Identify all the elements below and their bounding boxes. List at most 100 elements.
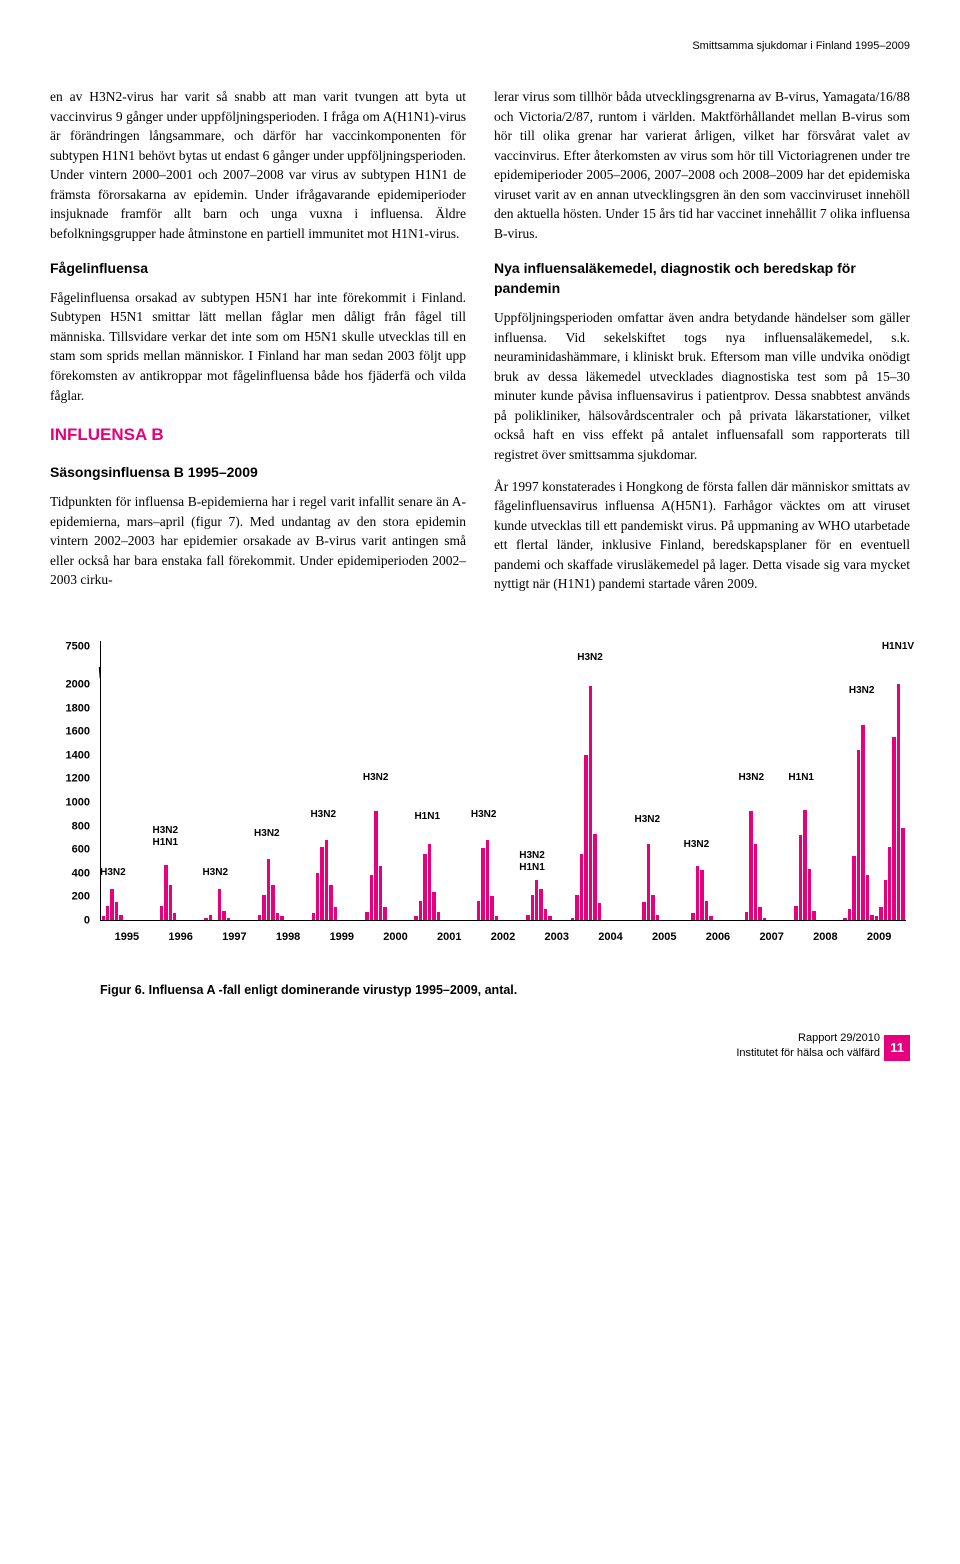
bar xyxy=(705,901,708,920)
footer-institute: Institutet för hälsa och välfärd xyxy=(50,1046,880,1061)
bar xyxy=(262,895,265,920)
bar xyxy=(365,912,368,920)
bar xyxy=(647,844,650,920)
y-tick: 600 xyxy=(72,845,90,856)
bar xyxy=(280,916,283,920)
bar xyxy=(763,918,766,920)
x-label: 1997 xyxy=(207,923,261,961)
bar xyxy=(544,909,547,920)
bar xyxy=(656,915,659,920)
bar xyxy=(571,918,574,920)
bar xyxy=(888,847,891,920)
bar xyxy=(370,875,373,920)
x-label: 1996 xyxy=(154,923,208,961)
bar xyxy=(848,909,851,920)
y-tick: 1600 xyxy=(66,727,90,738)
bar xyxy=(709,916,712,920)
plot-area xyxy=(100,641,906,921)
bar xyxy=(227,918,230,920)
bar xyxy=(316,873,319,920)
bar xyxy=(901,828,904,920)
bar xyxy=(490,896,493,920)
bar xyxy=(419,901,422,920)
x-label: 2001 xyxy=(422,923,476,961)
footer-report: Rapport 29/2010 xyxy=(50,1031,880,1046)
bar xyxy=(428,844,431,920)
bar xyxy=(875,916,878,920)
bar xyxy=(325,840,328,920)
running-head: Smittsamma sjukdomar i Finland 1995–2009 xyxy=(50,40,910,52)
bar xyxy=(102,916,105,920)
bar xyxy=(758,907,761,920)
heading-sasongsinfluensa: Säsongsinfluensa B 1995–2009 xyxy=(50,462,466,482)
bar xyxy=(799,835,802,920)
bar xyxy=(209,915,212,920)
chart-container: 7500020040060080010001200140016001800200… xyxy=(50,641,910,997)
y-tick: 0 xyxy=(84,915,90,926)
page-footer: Rapport 29/2010 Institutet för hälsa och… xyxy=(50,1031,910,1061)
bar xyxy=(754,844,757,920)
bar xyxy=(218,889,221,920)
bar xyxy=(495,916,498,920)
bar xyxy=(548,916,551,920)
right-column: lerar virus som tillhör båda utvecklings… xyxy=(494,87,910,606)
bar xyxy=(584,755,587,920)
bar xyxy=(271,885,274,920)
bar xyxy=(580,854,583,920)
bar xyxy=(374,811,377,920)
bar xyxy=(535,880,538,920)
y-tick: 1400 xyxy=(66,750,90,761)
x-label: 1995 xyxy=(100,923,154,961)
paragraph: en av H3N2-virus har varit så snabb att … xyxy=(50,87,466,244)
bar xyxy=(477,901,480,920)
bar xyxy=(164,865,167,920)
y-tick: 1000 xyxy=(66,797,90,808)
page-number: 11 xyxy=(884,1035,910,1061)
bar xyxy=(204,918,207,920)
heading-fagelinfluensa: Fågelinfluensa xyxy=(50,258,466,278)
x-label: 2003 xyxy=(530,923,584,961)
bar xyxy=(423,854,426,920)
bar xyxy=(852,856,855,920)
y-tick: 1800 xyxy=(66,703,90,714)
bar xyxy=(575,895,578,920)
bar xyxy=(539,889,542,920)
bar xyxy=(870,915,873,920)
y-tick: 1200 xyxy=(66,774,90,785)
y-tick: 7500 xyxy=(66,641,90,652)
x-label: 2006 xyxy=(691,923,745,961)
bar xyxy=(276,913,279,920)
bar xyxy=(106,906,109,920)
bar xyxy=(696,866,699,920)
bar xyxy=(258,915,261,920)
bar xyxy=(119,915,122,920)
bar xyxy=(486,840,489,920)
bar xyxy=(160,906,163,920)
paragraph: Fågelinfluensa orsakad av subtypen H5N1 … xyxy=(50,288,466,405)
bar xyxy=(593,834,596,920)
bar xyxy=(526,915,529,920)
bar xyxy=(598,903,601,920)
bar xyxy=(267,859,270,920)
influenza-bar-chart: 7500020040060080010001200140016001800200… xyxy=(50,641,910,961)
x-label: 1998 xyxy=(261,923,315,961)
y-tick: 2000 xyxy=(66,679,90,690)
paragraph: Tidpunkten för influensa B-epidemierna h… xyxy=(50,492,466,590)
bar xyxy=(897,684,900,920)
bar xyxy=(651,895,654,920)
bar xyxy=(808,869,811,920)
x-label: 2009 xyxy=(852,923,906,961)
x-label: 2005 xyxy=(637,923,691,961)
x-label: 2008 xyxy=(799,923,853,961)
bar xyxy=(115,902,118,920)
bar xyxy=(843,918,846,920)
figure-caption: Figur 6. Influensa A -fall enligt domine… xyxy=(100,983,910,997)
bar xyxy=(481,848,484,920)
x-label: 2007 xyxy=(745,923,799,961)
bar xyxy=(169,885,172,920)
bar xyxy=(222,911,225,920)
left-column: en av H3N2-virus har varit så snabb att … xyxy=(50,87,466,606)
paragraph: År 1997 konstaterades i Hongkong de förs… xyxy=(494,477,910,594)
bar xyxy=(334,907,337,920)
bar xyxy=(861,725,864,920)
